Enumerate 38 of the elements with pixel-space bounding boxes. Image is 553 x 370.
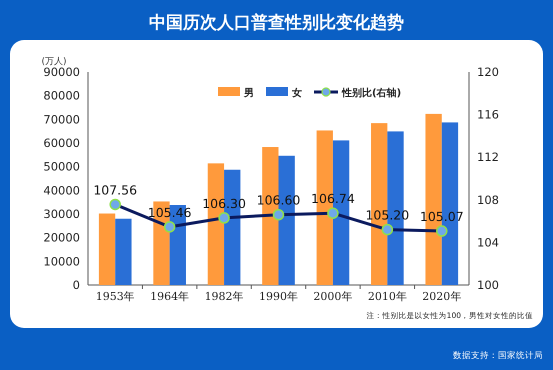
y2-tick-label: 108 [477, 192, 499, 207]
y-tick-label: 0 [72, 278, 80, 292]
chart-title: 中国历次人口普查性别比变化趋势 [149, 12, 404, 33]
x-tick-label: 2020年 [422, 290, 462, 303]
legend-label: 性别比(右轴) [341, 87, 402, 99]
y2-tick-label: 104 [477, 235, 499, 250]
x-tick-label: 1982年 [204, 290, 244, 303]
y-tick-label: 50000 [43, 160, 80, 174]
x-tick-label: 1953年 [96, 290, 135, 303]
bar [115, 218, 132, 285]
legend-label: 男 [243, 87, 254, 99]
y2-tick-label: 100 [477, 278, 499, 292]
y-tick-label: 20000 [43, 230, 80, 245]
x-tick-label: 2000年 [313, 290, 352, 303]
y-tick-label: 10000 [43, 254, 80, 268]
data-label: 105.07 [420, 209, 464, 224]
y-axis-title: (万人) [41, 56, 67, 67]
y-tick-label: 80000 [43, 88, 80, 103]
y-tick-label: 30000 [43, 207, 80, 221]
y-tick-label: 90000 [43, 65, 80, 79]
data-label: 106.30 [202, 196, 246, 211]
data-label: 105.20 [365, 208, 410, 223]
data-label: 106.74 [311, 191, 355, 206]
y-tick-label: 70000 [43, 112, 80, 126]
x-tick-label: 1964年 [150, 290, 190, 303]
data-label: 105.46 [148, 204, 192, 220]
text: 数据支持：国家统计局 [453, 350, 543, 361]
data-label: 106.60 [256, 192, 300, 208]
y2-tick-label: 116 [477, 108, 499, 122]
bar [98, 214, 116, 285]
y2-tick-label: 120 [477, 65, 499, 79]
data-label: 107.56 [93, 182, 138, 198]
x-tick-label: 2010年 [368, 290, 407, 303]
x-tick-label: 1990年 [259, 290, 298, 303]
y-tick-label: 60000 [43, 136, 80, 150]
y-tick-label: 40000 [43, 183, 80, 198]
legend-label: 女 [291, 87, 302, 99]
y2-tick-label: 112 [477, 150, 499, 164]
